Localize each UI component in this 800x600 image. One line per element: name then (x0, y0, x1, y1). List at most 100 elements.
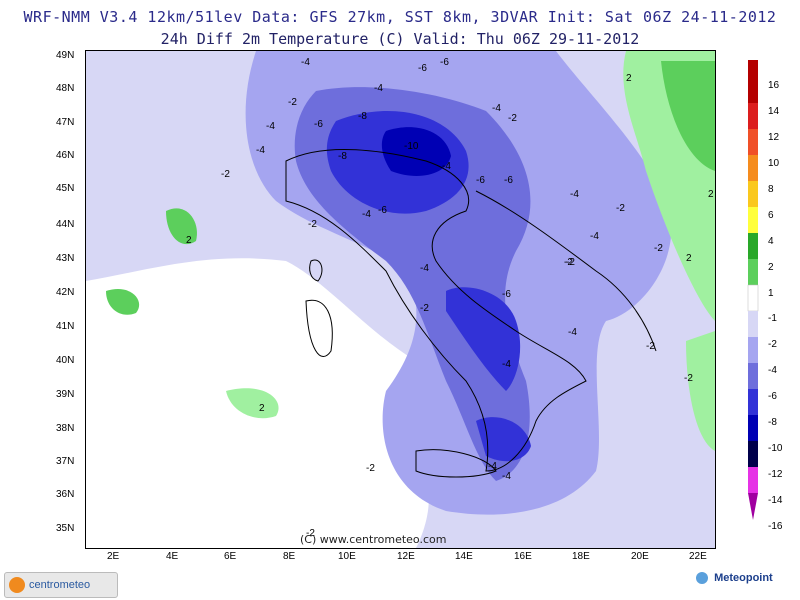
contour-label: -6 (418, 63, 427, 74)
contour-label: -2 (366, 463, 375, 474)
contour-label: -4 (266, 121, 275, 132)
legend-swatch (748, 311, 758, 337)
lat-tick: 49N (56, 50, 75, 61)
contour-label: -2 (654, 243, 663, 254)
legend-swatch (748, 493, 758, 520)
contour-label: -4 (488, 461, 497, 472)
contour-label: -2 (616, 203, 625, 214)
model-info-title: WRF-NMM V3.4 12km/51lev Data: GFS 27km, … (23, 8, 777, 26)
contour-label: -4 (570, 189, 579, 200)
legend-label: 1 (768, 288, 774, 299)
lat-tick: 39N (56, 389, 75, 400)
lat-tick: 36N (56, 489, 75, 500)
field-warm-islet (166, 208, 197, 245)
legend-label: 6 (768, 210, 774, 221)
contour-label: 2 (186, 235, 192, 246)
legend-label: -6 (768, 391, 777, 402)
map-field: -4 -6 -6 2 -4 -2 -4 -8 -4 -2 -6 -4 -8 -1… (86, 51, 715, 548)
coastline-sardinia (305, 299, 333, 357)
legend-swatch (748, 441, 758, 467)
legend-swatch (748, 233, 758, 259)
map-subtitle: 24h Diff 2m Temperature (C) Valid: Thu 0… (160, 30, 640, 48)
lat-tick: 42N (56, 287, 75, 298)
lat-tick: 38N (56, 423, 75, 434)
contour-label: -2 (221, 169, 230, 180)
legend-swatch (748, 415, 758, 441)
legend-label: 2 (768, 262, 774, 273)
legend-label: -2 (768, 339, 777, 350)
legend-label: 12 (768, 132, 780, 143)
legend-label: 16 (768, 80, 780, 91)
legend-swatch (748, 207, 758, 233)
lat-tick: 44N (56, 219, 75, 230)
contour-label: -2 (508, 113, 517, 124)
lat-tick: 41N (56, 321, 75, 332)
lon-tick: 6E (224, 551, 237, 562)
field-very-cold-calabria (476, 417, 531, 462)
lon-tick: 4E (166, 551, 179, 562)
centrometeo-logo[interactable]: centrometeo (4, 572, 118, 598)
contour-label: -8 (358, 111, 367, 122)
contour-label: -6 (504, 175, 513, 186)
legend-swatch (748, 337, 758, 363)
legend-swatch (748, 80, 758, 103)
lon-tick: 16E (514, 551, 532, 562)
legend-label: 10 (768, 158, 780, 169)
logo-right-text: Meteopoint (714, 572, 773, 584)
copyright-text: (C) www.centrometeo.com (300, 533, 447, 546)
coastline-sicily (415, 449, 497, 478)
legend-swatch (748, 467, 758, 493)
legend-label: 8 (768, 184, 774, 195)
contour-label: -2 (306, 528, 315, 539)
coastline-italy (285, 149, 587, 472)
coastline-balkans (475, 190, 657, 352)
field-warmer-east (661, 61, 715, 171)
lat-tick: 43N (56, 253, 75, 264)
contour-label: -2 (564, 257, 573, 268)
contour-label: -2 (684, 373, 693, 384)
contour-label: 2 (626, 73, 632, 84)
contour-label: -4 (301, 57, 310, 68)
contour-label: -8 (338, 151, 347, 162)
contour-label: -4 (374, 83, 383, 94)
legend-swatch (748, 363, 758, 389)
lat-tick: 37N (56, 456, 75, 467)
contour-label: -2 (308, 219, 317, 230)
lon-tick: 18E (572, 551, 590, 562)
legend-label: -8 (768, 417, 777, 428)
legend-swatch (748, 103, 758, 129)
legend-swatch (748, 259, 758, 285)
contour-label: -4 (502, 471, 511, 482)
lat-tick: 46N (56, 150, 75, 161)
legend-swatch (748, 60, 758, 80)
legend-label: -14 (768, 495, 783, 506)
legend-label: 14 (768, 106, 780, 117)
color-legend (747, 60, 759, 520)
temperature-map: -4 -6 -6 2 -4 -2 -4 -8 -4 -2 -6 -4 -8 -1… (85, 50, 716, 549)
contour-label: -10 (404, 141, 419, 152)
field-warm-sea (226, 388, 279, 419)
contour-label: -4 (502, 359, 511, 370)
contour-label: -6 (314, 119, 323, 130)
lat-tick: 47N (56, 117, 75, 128)
coastline-corsica (309, 259, 323, 282)
lon-tick: 20E (631, 551, 649, 562)
contour-label: -4 (492, 103, 501, 114)
legend-label: -16 (768, 521, 783, 532)
lon-tick: 14E (455, 551, 473, 562)
lat-tick: 45N (56, 183, 75, 194)
contour-label: 2 (686, 253, 692, 264)
legend-label: -1 (768, 313, 777, 324)
contour-label: -6 (476, 175, 485, 186)
meteopoint-icon (696, 572, 708, 585)
contour-label: -4 (568, 327, 577, 338)
contour-label: -6 (502, 289, 511, 300)
lat-tick: 35N (56, 523, 75, 534)
meteopoint-logo[interactable]: Meteopoint (696, 572, 796, 598)
lat-tick: 48N (56, 83, 75, 94)
logo-left-text: centrometeo (29, 579, 91, 591)
contour-label: -4 (420, 263, 429, 274)
globe-icon (9, 577, 25, 593)
legend-label: -10 (768, 443, 783, 454)
lon-tick: 2E (107, 551, 120, 562)
